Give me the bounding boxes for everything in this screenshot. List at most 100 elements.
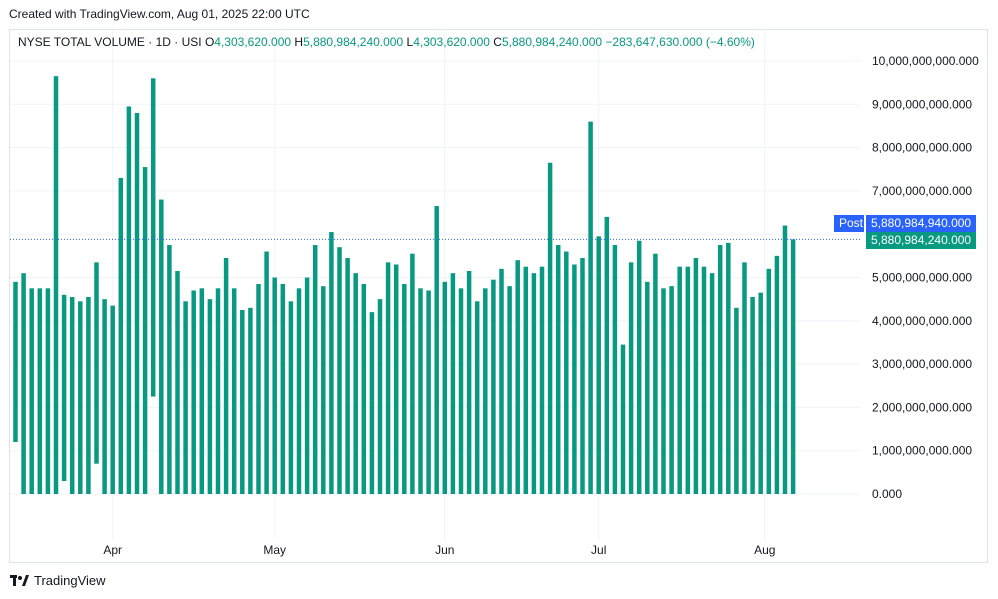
volume-bar [256,283,261,494]
volume-bar [580,258,585,494]
volume-bar [118,177,124,494]
y-tick-label: 7,000,000,000.000 [872,184,972,198]
volume-bar [240,309,245,494]
volume-bar [312,245,318,494]
volume-bar [223,258,229,494]
volume-bar [175,271,180,494]
volume-bar [191,290,196,494]
volume-bar [612,245,618,494]
volume-bar [693,258,699,494]
volume-bar [669,286,674,494]
volume-bar [29,288,34,494]
volume-bar [69,296,75,494]
volume-bar [329,232,334,494]
volume-bar [199,288,205,494]
chart-frame[interactable] [9,29,988,563]
x-tick-label: Aug [754,543,775,557]
volume-bar [515,260,520,494]
volume-bar [750,296,755,494]
volume-bar [53,76,59,494]
volume-bar [21,273,26,494]
volume-bar [94,262,99,464]
volume-bar [661,288,666,494]
volume-bar [369,312,375,494]
volume-bar [677,266,682,494]
last-price-tag: 5,880,984,240.000 [866,232,976,249]
chart-legend: NYSE TOTAL VOLUME · 1D · USI O4,303,620.… [18,35,755,49]
volume-bar [321,286,326,494]
tradingview-logo[interactable]: TradingView [10,573,106,588]
volume-bar [458,288,464,494]
volume-bar [207,299,213,494]
volume-bar [102,299,107,494]
post-label-tag: Post [834,215,864,232]
volume-bar [150,78,156,397]
volume-bar [450,273,456,494]
brand-name: TradingView [34,573,106,588]
volume-bar [539,266,545,494]
volume-bar [272,277,277,494]
volume-bar [709,273,715,494]
volume-bar [345,258,350,494]
legend-close-value: 5,880,984,240.000 [501,35,603,49]
volume-bar [215,288,221,494]
volume-bar [653,253,658,494]
volume-bar [280,283,286,494]
legend-low-value: 4,303,620.000 [413,35,490,49]
volume-bar [628,262,634,494]
volume-bar [110,305,115,494]
y-tick-label: 2,000,000,000.000 [872,400,972,414]
volume-bar [385,262,391,494]
volume-bar [426,290,431,494]
created-caption: Created with TradingView.com, Aug 01, 20… [9,7,310,21]
volume-bar [766,268,772,494]
volume-bar [555,245,561,494]
volume-bar [685,266,691,494]
legend-high-key: H [294,35,304,49]
volume-bar [288,301,294,494]
legend-high-value: 5,880,984,240.000 [303,35,404,49]
legend-open-value: 4,303,620.000 [214,35,292,49]
volume-bar [304,277,310,494]
volume-bar [78,301,83,494]
volume-bar [758,292,763,494]
volume-bar [564,251,569,494]
volume-bar [402,283,407,494]
legend-open-key: O [204,35,215,49]
volume-bar [167,245,172,494]
volume-bar [134,112,140,495]
volume-bar [361,283,367,494]
volume-bar [142,167,148,494]
volume-bar [645,281,650,494]
volume-bar [507,286,512,494]
volume-bar [434,206,439,494]
x-tick-label: Jul [591,543,606,557]
volume-bar [231,288,237,494]
volume-bar [620,344,626,494]
y-tick-label: 8,000,000,000.000 [872,141,972,155]
volume-bar [264,251,269,494]
y-tick-label: 0.000 [872,487,902,501]
volume-bar [13,281,18,443]
volume-bar [701,266,707,494]
volume-bar [45,288,51,494]
x-tick-label: Apr [103,543,122,557]
volume-bar [636,240,642,494]
volume-bar [410,253,415,494]
post-value-tag: 5,880,984,940.000 [866,215,976,232]
y-tick-label: 3,000,000,000.000 [872,357,972,371]
volume-bar [126,106,132,494]
volume-bar [296,288,302,494]
volume-bar [491,279,496,494]
x-tick-label: May [263,543,286,557]
volume-bar [572,264,577,494]
volume-bar [742,262,747,494]
volume-bar [377,299,383,494]
volume-bar [523,266,529,494]
volume-bar [393,264,399,494]
volume-bar [159,199,164,494]
volume-bar [790,239,796,494]
legend-symbol[interactable]: NYSE TOTAL VOLUME · 1D · USI [18,35,202,49]
volume-bar [337,247,342,494]
